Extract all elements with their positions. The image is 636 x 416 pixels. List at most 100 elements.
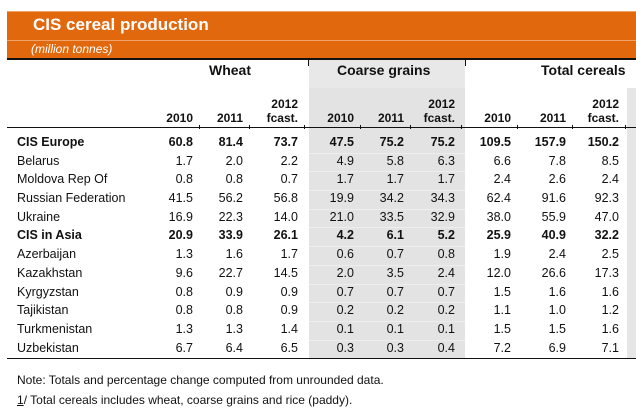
header-top-rule (7, 58, 636, 60)
cell-value: 2.5 (601, 247, 619, 262)
table-footnote: 1/ Total cereals includes wheat, coarse … (17, 393, 352, 407)
cell-value: 1.3 (175, 247, 193, 262)
cell-value: 2.0 (336, 265, 354, 280)
cell-value: 2.4 (437, 265, 455, 280)
cell-value: 60.8 (168, 135, 193, 149)
cell-value: 1.7 (437, 172, 455, 187)
column-header-line1 (199, 97, 243, 111)
cell-value: 91.6 (541, 191, 566, 206)
cell-value: 0.6 (336, 247, 354, 262)
column-header-line1 (310, 97, 354, 111)
cell-value: 73.7 (273, 135, 298, 149)
cell-value: 62.4 (486, 191, 511, 206)
cell-value: 2.6 (548, 172, 566, 187)
cell-value: 1.6 (601, 284, 619, 299)
row-label: Uzbekistan (17, 340, 79, 355)
table-row: Belarus 1.7 2.0 2.2 4.9 5.8 6.3 6.6 7.8 8.5 (0, 152, 636, 172)
cell-value: 19.9 (329, 191, 354, 206)
cell-value: 0.8 (225, 303, 243, 318)
right-edge-shading (627, 88, 636, 358)
cell-value: 1.5 (493, 321, 511, 336)
cell-value: 0.1 (336, 321, 354, 336)
cell-value: 4.9 (336, 153, 354, 168)
cell-value: 47.0 (594, 209, 619, 224)
header-bottom-rule (7, 127, 636, 128)
table-row: Uzbekistan 6.7 6.4 6.5 0.3 0.3 0.4 7.2 6.9 7.1 (0, 339, 636, 359)
cell-value: 1.6 (601, 321, 619, 336)
cell-value: 1.2 (601, 303, 619, 318)
column-header: 2010 (467, 97, 511, 125)
cell-value: 1.3 (225, 321, 243, 336)
column-separator (308, 60, 309, 66)
cell-value: 5.2 (437, 228, 455, 243)
cell-value: 0.9 (280, 303, 298, 318)
row-label: Kyrgyzstan (17, 284, 79, 299)
table-row: Moldova Rep Of 0.8 0.8 0.7 1.7 1.7 1.7 2.4 2.6 2.… (0, 171, 636, 190)
row-label: Russian Federation (17, 191, 126, 206)
column-header-line2: fcast. (587, 111, 619, 125)
column-header-line1 (467, 97, 511, 111)
table-row-region: CIS Europe 60.8 81.4 73.7 47.5 75.2 75.2 109.5 1… (0, 134, 636, 153)
column-header: 2011 (360, 97, 404, 125)
table-body: CIS Europe 60.8 81.4 73.7 47.5 75.2 75.2 109.5 1… (0, 134, 636, 358)
column-separator (465, 60, 466, 66)
cell-value: 0.2 (336, 303, 354, 318)
cell-value: 12.0 (486, 265, 511, 280)
cell-value: 40.9 (541, 228, 566, 243)
cell-value: 26.1 (273, 228, 298, 243)
row-label: CIS Europe (17, 135, 85, 149)
group-label-wheat: Wheat (209, 62, 251, 78)
column-header-line2: 2010 (166, 111, 193, 125)
cell-value: 33.5 (379, 209, 404, 224)
column-header-line2: 2011 (377, 111, 404, 125)
column-header-line2: fcast. (423, 111, 455, 125)
cell-value: 6.1 (386, 228, 404, 243)
cell-value: 0.8 (225, 172, 243, 187)
cell-value: 1.4 (280, 321, 298, 336)
cell-value: 25.9 (486, 228, 511, 243)
cell-value: 1.9 (493, 247, 511, 262)
cell-value: 6.4 (225, 340, 243, 355)
table-row: Ukraine 16.9 22.3 14.0 21.0 33.5 32.9 38.0 55.9 4… (0, 208, 636, 228)
cell-value: 0.3 (336, 340, 354, 355)
cell-value: 32.9 (430, 209, 455, 224)
table-row: Kazakhstan 9.6 22.7 14.5 2.0 3.5 2.4 12.0 26.6 17… (0, 264, 636, 284)
cell-value: 34.3 (430, 191, 455, 206)
cell-value: 7.8 (548, 153, 566, 168)
column-header-line1: 2012 (428, 97, 455, 111)
table-note: Note: Totals and percentage change compu… (17, 373, 384, 387)
cell-value: 157.9 (534, 135, 566, 149)
cell-value: 2.4 (601, 172, 619, 187)
cell-value: 33.9 (218, 228, 243, 243)
cell-value: 26.6 (541, 265, 566, 280)
cell-value: 0.2 (386, 303, 404, 318)
cell-value: 32.2 (594, 228, 619, 243)
group-label-total-cereals: Total cereals (541, 62, 626, 78)
row-gridline (309, 320, 465, 322)
row-label: Kazakhstan (17, 265, 83, 280)
column-header-line1 (149, 97, 193, 111)
cell-value: 1.1 (493, 303, 511, 318)
cell-value: 17.3 (594, 265, 619, 280)
column-header: 2010 (310, 97, 354, 125)
cell-value: 34.2 (379, 191, 404, 206)
cell-value: 47.5 (329, 135, 354, 149)
cell-value: 7.1 (601, 340, 619, 355)
column-header-line2: 2010 (327, 111, 354, 125)
table-row: Azerbaijan 1.3 1.6 1.7 0.6 0.7 0.8 1.9 2.4 2.5 (0, 246, 636, 265)
cell-value: 2.4 (548, 247, 566, 262)
cell-value: 0.9 (280, 284, 298, 299)
cell-value: 6.9 (548, 340, 566, 355)
cell-value: 1.5 (548, 321, 566, 336)
column-header-line1 (522, 97, 566, 111)
cell-value: 75.2 (430, 135, 455, 149)
banner-divider (7, 40, 636, 41)
cell-value: 20.9 (168, 228, 193, 243)
cell-value: 0.8 (175, 172, 193, 187)
cell-value: 0.8 (437, 247, 455, 262)
cell-value: 1.6 (548, 284, 566, 299)
cell-value: 0.4 (437, 340, 455, 355)
column-header: 2012 fcast. (575, 97, 619, 125)
cell-value: 1.3 (175, 321, 193, 336)
row-gridline (309, 152, 465, 154)
